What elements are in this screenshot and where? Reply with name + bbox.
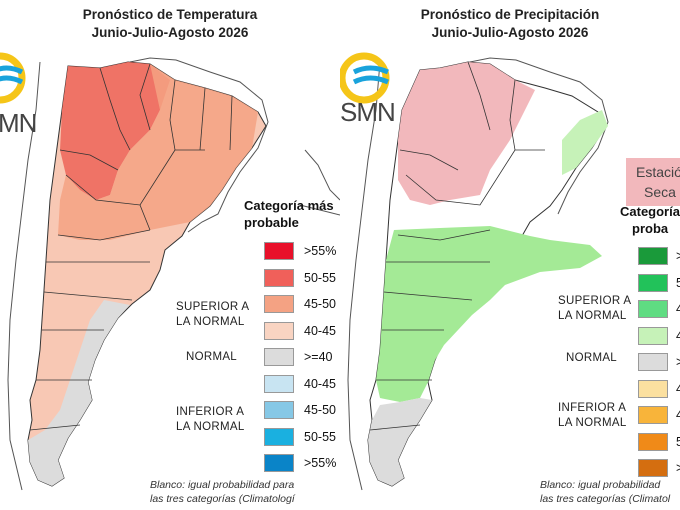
- legend-title-line1: Categoría más: [244, 198, 334, 213]
- prec-swatch-6: [638, 379, 668, 398]
- temp-normal-label: NORMAL: [186, 351, 238, 363]
- prec-swatch-4: [638, 326, 668, 345]
- prec-label-1: >: [676, 249, 680, 263]
- prec-label-5: >: [676, 355, 680, 369]
- precipitation-title: Pronóstico de Precipitación Junio-Julio-…: [340, 6, 680, 42]
- temp-swatch-8: [264, 427, 294, 446]
- precipitation-legend-title: Categoría proba: [620, 203, 680, 237]
- prec-label-9: >: [676, 461, 680, 475]
- smn-logo-icon: [0, 52, 26, 104]
- prec-swatch-5: [638, 353, 668, 371]
- inferior-line2: LA NORMAL: [176, 421, 245, 433]
- temp-swatch-2: [264, 268, 294, 287]
- prec-swatch-9: [638, 459, 668, 477]
- temp-superior-label: SUPERIOR A LA NORMAL: [176, 300, 249, 330]
- temp-label-7: 45-50: [304, 403, 336, 417]
- logo-text: SMN: [340, 97, 396, 127]
- dry-season-box: Estació Seca: [626, 158, 680, 206]
- prec-swatch-8: [638, 432, 668, 451]
- prec-label-3: 4: [676, 302, 680, 316]
- temp-label-5: >=40: [304, 350, 333, 364]
- prec-green-region: [376, 226, 602, 402]
- prec-swatch-1: [638, 247, 668, 265]
- dry-line2: Seca: [644, 184, 676, 200]
- legend-title-line2: probable: [244, 215, 299, 230]
- prec-dry-region: [398, 62, 535, 205]
- temp-swatch-1: [264, 242, 294, 260]
- superior-line1: SUPERIOR A: [176, 301, 250, 313]
- temp-label-6: 40-45: [304, 376, 336, 391]
- prec-label-6: 4: [676, 381, 680, 396]
- prec-label-2: 5: [676, 275, 680, 290]
- temp-label-3: 45-50: [304, 297, 336, 311]
- precipitation-note: Blanco: igual probabilidad las tres cate…: [540, 478, 670, 506]
- temp-label-2: 50-55: [304, 270, 336, 285]
- temp-swatch-5: [264, 348, 294, 366]
- legend-title-line1: Categoría: [620, 204, 680, 219]
- note-line1: Blanco: igual probabilidad: [540, 479, 661, 491]
- inferior-line1: INFERIOR A: [176, 406, 245, 418]
- prec-superior-label: SUPERIOR A LA NORMAL: [558, 294, 631, 324]
- smn-logo-icon: [340, 52, 390, 104]
- temp-swatch-6: [264, 374, 294, 393]
- temp-normal-region: [28, 300, 130, 486]
- temp-label-4: 40-45: [304, 323, 336, 338]
- temperature-title-line2: Junio-Julio-Agosto 2026: [91, 25, 249, 40]
- superior-line2: LA NORMAL: [176, 316, 245, 328]
- precipitation-map: [340, 52, 609, 491]
- temp-label-1: >55%: [304, 244, 337, 258]
- temp-swatch-7: [264, 401, 294, 419]
- temperature-title: Pronóstico de Temperatura Junio-Julio-Ag…: [0, 6, 340, 42]
- dry-line1: Estació: [636, 164, 680, 180]
- temperature-note: Blanco: igual probabilidad para las tres…: [150, 478, 295, 506]
- temp-label-9: >55%: [304, 456, 337, 470]
- prec-label-4: 4: [676, 328, 680, 343]
- inferior-line1: INFERIOR A: [558, 402, 627, 414]
- temperature-title-line1: Pronóstico de Temperatura: [82, 7, 258, 22]
- superior-line2: LA NORMAL: [558, 310, 627, 322]
- temp-inferior-label: INFERIOR A LA NORMAL: [176, 405, 245, 435]
- superior-line1: SUPERIOR A: [558, 295, 632, 307]
- temp-hot-region: [60, 62, 170, 200]
- prec-swatch-3: [638, 300, 668, 318]
- note-line2: las tres categorías (Climatol: [540, 493, 671, 505]
- temperature-map: [0, 52, 340, 491]
- logo-text: MN: [0, 108, 37, 138]
- temperature-legend-title: Categoría más probable: [244, 197, 334, 231]
- precipitation-title-line2: Junio-Julio-Agosto 2026: [431, 25, 589, 40]
- prec-swatch-7: [638, 406, 668, 424]
- prec-normal-label: NORMAL: [566, 352, 618, 364]
- prec-swatch-2: [638, 273, 668, 292]
- prec-label-7: 4: [676, 408, 680, 422]
- note-line2: las tres categorías (Climatologí: [150, 493, 295, 505]
- note-line1: Blanco: igual probabilidad para: [150, 479, 295, 491]
- inferior-line2: LA NORMAL: [558, 417, 627, 429]
- temperature-panel: Pronóstico de Temperatura Junio-Julio-Ag…: [0, 6, 340, 506]
- temp-mid-region: [58, 64, 258, 240]
- temp-swatch-3: [264, 295, 294, 313]
- precipitation-panel: Pronóstico de Precipitación Junio-Julio-…: [340, 0, 680, 510]
- prec-label-8: 5: [676, 434, 680, 449]
- prec-inferior-label: INFERIOR A LA NORMAL: [558, 401, 627, 431]
- temp-swatch-4: [264, 321, 294, 340]
- temp-swatch-9: [264, 454, 294, 472]
- prec-ne-green: [562, 110, 608, 175]
- legend-title-line2: proba: [632, 221, 669, 236]
- prec-normal-region: [368, 398, 432, 486]
- precipitation-title-line1: Pronóstico de Precipitación: [420, 7, 600, 22]
- temp-label-8: 50-55: [304, 429, 336, 444]
